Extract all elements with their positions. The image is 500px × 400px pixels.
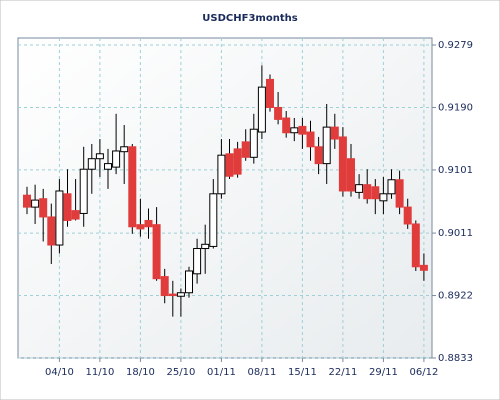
candle-body <box>112 150 121 168</box>
x-tick-label: 06/12 <box>409 367 438 378</box>
candle-body <box>144 219 153 228</box>
candle-body <box>209 193 218 247</box>
candle-body <box>395 179 404 208</box>
candle-body <box>47 216 56 246</box>
y-tick-label: 0.8922 <box>438 291 473 302</box>
y-tick-label: 0.9011 <box>438 228 473 239</box>
candle-body <box>39 198 48 218</box>
candle-body <box>193 248 202 275</box>
x-tick-label: 25/10 <box>166 367 195 378</box>
candle-body <box>363 184 372 200</box>
y-tick-label: 0.9279 <box>438 40 473 51</box>
candle-body <box>338 136 347 192</box>
candle-body <box>176 292 185 297</box>
candle-body <box>168 293 177 297</box>
candle-body <box>120 146 129 153</box>
chart-title: USDCHF3months <box>202 13 297 24</box>
candle-body <box>104 163 112 170</box>
candle-body <box>347 158 355 192</box>
candle-body <box>225 153 234 177</box>
candle-body <box>298 125 307 135</box>
candle-body <box>87 158 96 170</box>
candle-body <box>290 127 299 134</box>
x-tick-label: 18/10 <box>126 367 155 378</box>
candle-body <box>387 179 396 195</box>
candle-body <box>274 106 283 120</box>
candle-body <box>314 146 323 165</box>
x-tick-label: 22/11 <box>328 367 357 378</box>
candle-body <box>330 126 339 140</box>
y-tick-label: 0.8833 <box>438 353 473 364</box>
candle-body <box>55 190 64 246</box>
candle-body <box>419 264 428 271</box>
candle-body <box>128 146 137 228</box>
candle-body <box>282 117 291 134</box>
candle-body <box>152 224 161 280</box>
x-tick-label: 01/11 <box>207 367 236 378</box>
candle-body <box>411 223 420 268</box>
y-tick-label: 0.9190 <box>438 102 473 113</box>
x-tick-label: 04/10 <box>45 367 74 378</box>
y-tick-label: 0.9101 <box>438 165 473 176</box>
candle-body <box>371 186 380 200</box>
candle-body <box>71 210 80 220</box>
candle-body <box>233 148 242 175</box>
candle-body <box>31 199 40 208</box>
candle-body <box>257 86 266 133</box>
x-tick-label: 08/11 <box>247 367 276 378</box>
candle-body <box>266 78 274 108</box>
candle-body <box>136 224 145 230</box>
x-tick-label: 11/10 <box>85 367 114 378</box>
candle-body <box>63 193 72 221</box>
candle-body <box>79 168 88 214</box>
candle-body <box>95 153 104 160</box>
candle-body <box>201 243 210 250</box>
candle-body <box>23 194 31 208</box>
x-tick-label: 29/11 <box>369 367 398 378</box>
candle-body <box>249 128 258 158</box>
candle-body <box>241 141 250 158</box>
candle-body <box>306 131 315 148</box>
candle-body <box>403 206 412 225</box>
candle-body <box>217 154 226 195</box>
candle-body <box>379 193 388 202</box>
x-tick-label: 15/11 <box>288 367 317 378</box>
candle-body <box>355 184 364 193</box>
candle-body <box>185 270 193 294</box>
candle-body <box>160 276 169 297</box>
candle-body <box>322 126 331 165</box>
